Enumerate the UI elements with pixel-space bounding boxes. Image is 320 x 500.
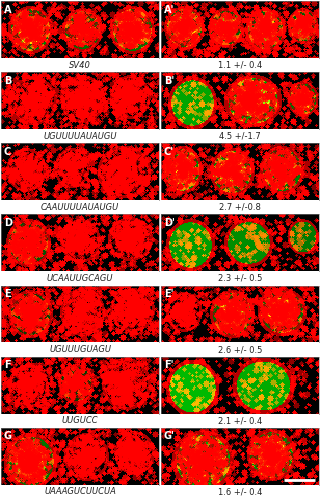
Text: 1.1 +/- 0.4: 1.1 +/- 0.4 bbox=[218, 60, 262, 70]
Text: CAAUUUUAUAUGU: CAAUUUUAUAUGU bbox=[41, 203, 119, 212]
Text: C: C bbox=[4, 147, 11, 157]
Text: 1.6 +/- 0.4: 1.6 +/- 0.4 bbox=[218, 488, 262, 496]
Text: C': C' bbox=[164, 147, 174, 157]
Text: E': E' bbox=[164, 289, 173, 299]
Text: UUGUCC: UUGUCC bbox=[62, 416, 98, 425]
Text: UCAAUUGCAGU: UCAAUUGCAGU bbox=[47, 274, 113, 283]
Text: UGUUUGUAGU: UGUUUGUAGU bbox=[49, 345, 111, 354]
Text: A': A' bbox=[164, 4, 174, 15]
Text: 2.7 +/-0.8: 2.7 +/-0.8 bbox=[219, 203, 261, 212]
Text: 2.1 +/- 0.4: 2.1 +/- 0.4 bbox=[218, 416, 262, 425]
Text: 2.3 +/- 0.5: 2.3 +/- 0.5 bbox=[218, 274, 262, 283]
Text: D: D bbox=[4, 218, 12, 228]
Text: SV40: SV40 bbox=[69, 60, 91, 70]
Text: F': F' bbox=[164, 360, 173, 370]
Text: 2.6 +/- 0.5: 2.6 +/- 0.5 bbox=[218, 345, 262, 354]
Text: B: B bbox=[4, 76, 11, 86]
Text: B': B' bbox=[164, 76, 174, 86]
Text: UGUUUUAUAUGU: UGUUUUAUAUGU bbox=[43, 132, 117, 140]
Text: UAAAGUCUUCUA: UAAAGUCUUCUA bbox=[44, 488, 116, 496]
Text: 4.5 +/-1.7: 4.5 +/-1.7 bbox=[219, 132, 261, 140]
Text: G': G' bbox=[164, 432, 175, 442]
Text: G: G bbox=[4, 432, 12, 442]
Text: F: F bbox=[4, 360, 11, 370]
Text: A: A bbox=[4, 4, 12, 15]
Text: E: E bbox=[4, 289, 11, 299]
Text: D': D' bbox=[164, 218, 175, 228]
